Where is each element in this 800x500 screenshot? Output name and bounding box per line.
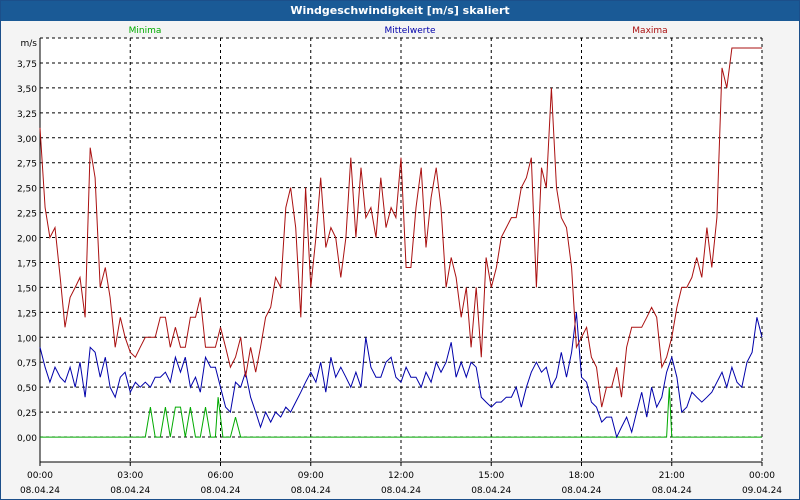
y-tick-label: 1,75: [17, 259, 37, 269]
legend-entry-maxima: Maxima: [632, 26, 667, 36]
x-tick-time: 21:00: [659, 471, 685, 481]
y-tick-label: 1,00: [17, 334, 37, 344]
x-tick-time: 18:00: [569, 471, 595, 481]
y-tick-label: 2,25: [17, 210, 37, 220]
y-tick-label: 0,50: [17, 384, 37, 394]
series-line-maxima: [39, 47, 762, 408]
x-tick-date: 08.04.24: [652, 486, 692, 496]
series-line-minima: [40, 387, 762, 438]
x-tick-date: 08.04.24: [561, 486, 601, 496]
y-tick-label: 3,50: [17, 85, 37, 95]
y-tick-label: 0,25: [17, 409, 37, 419]
x-tick-time: 12:00: [388, 471, 414, 481]
x-tick-time: 15:00: [478, 471, 504, 481]
legend-entry-minima: Minima: [129, 26, 162, 36]
series-line-mittelwerte: [39, 312, 763, 439]
x-tick-date: 08.04.24: [200, 486, 240, 496]
x-tick-date: 08.04.24: [291, 486, 331, 496]
x-tick-date: 08.04.24: [381, 486, 421, 496]
y-tick-label: 2,75: [17, 160, 37, 170]
x-tick-date: 08.04.24: [471, 486, 511, 496]
y-tick-label: 1,25: [17, 309, 37, 319]
y-axis-label: m/s: [21, 39, 38, 49]
y-tick-label: 3,75: [17, 60, 37, 70]
y-tick-label: 2,00: [17, 235, 37, 245]
y-tick-label: 3,25: [17, 110, 37, 120]
x-tick-date: 08.04.24: [20, 486, 60, 496]
x-tick-time: 00:00: [27, 471, 53, 481]
y-tick-label: 3,00: [17, 135, 37, 145]
legend-entry-mittelwerte: Mittelwerte: [384, 26, 435, 36]
y-tick-label: 1,50: [17, 284, 37, 294]
x-tick-time: 06:00: [208, 471, 234, 481]
x-tick-date: 08.04.24: [110, 486, 150, 496]
y-tick-label: 2,50: [17, 185, 37, 195]
chart-title: Windgeschwindigkeit [m/s] skaliert: [1, 1, 799, 21]
x-tick-time: 09:00: [298, 471, 324, 481]
x-tick-time: 03:00: [117, 471, 143, 481]
y-tick-label: 0,00: [17, 434, 37, 444]
x-tick-time: 00:00: [749, 471, 775, 481]
y-tick-label: 0,75: [17, 359, 37, 369]
x-tick-date: 09.04.24: [742, 486, 782, 496]
